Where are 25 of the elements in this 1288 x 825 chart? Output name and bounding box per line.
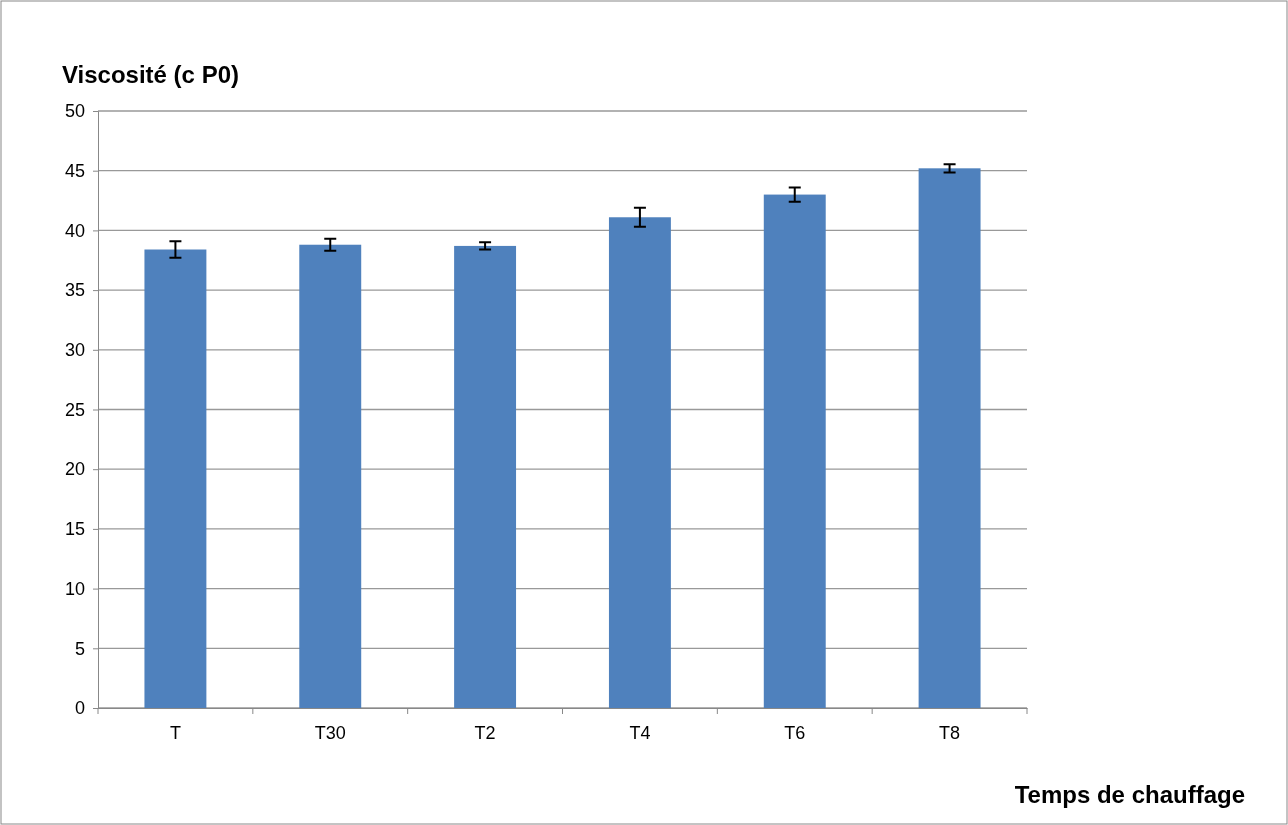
bar — [299, 244, 362, 708]
y-axis-title: Viscosité (c P0) — [62, 61, 239, 88]
bar — [144, 249, 207, 708]
y-tick-label: 0 — [74, 698, 85, 719]
bar — [918, 168, 981, 708]
x-tick-label: T8 — [939, 722, 961, 743]
y-tick-label: 15 — [64, 519, 85, 540]
y-tick-label: 10 — [64, 578, 85, 599]
x-tick-label: T4 — [629, 722, 651, 743]
bar — [454, 245, 517, 708]
x-tick-label: T2 — [474, 722, 496, 743]
x-axis-title: Temps de chauffage — [1014, 781, 1245, 808]
x-tick-label: T30 — [314, 722, 346, 743]
x-tick-label: T — [169, 722, 181, 743]
y-tick-label: 30 — [64, 340, 85, 361]
bar — [763, 194, 826, 708]
y-tick-label: 45 — [64, 160, 85, 181]
x-tick-label: T6 — [784, 722, 806, 743]
bar — [608, 217, 671, 708]
y-tick-label: 50 — [64, 101, 85, 122]
y-tick-label: 35 — [64, 280, 85, 301]
y-tick-label: 20 — [64, 459, 85, 480]
y-tick-label: 25 — [64, 399, 85, 420]
y-tick-label: 5 — [74, 638, 85, 659]
y-tick-label: 40 — [64, 220, 85, 241]
